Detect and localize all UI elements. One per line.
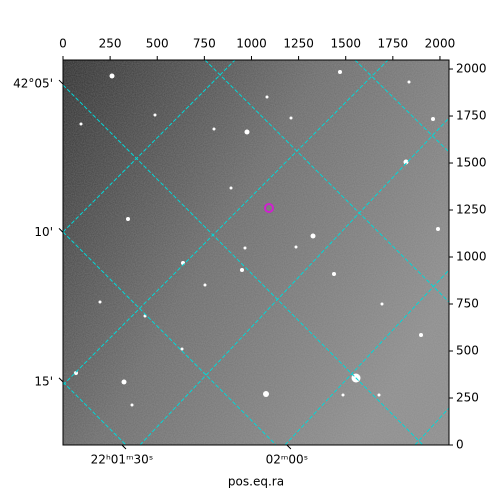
- x-tick-label: 500: [146, 37, 169, 51]
- y-tick-label: 750: [456, 297, 479, 311]
- y-tick-label: 0: [456, 438, 464, 452]
- x-tick-label: 1500: [330, 37, 361, 51]
- frame: [62, 59, 450, 446]
- dec-tick: [58, 79, 64, 85]
- coordinate-grid: [63, 60, 449, 445]
- ra-tick: [286, 444, 292, 450]
- x-tick-label: 1000: [236, 37, 267, 51]
- target-marker: [264, 203, 274, 213]
- sky-image: [63, 60, 449, 445]
- dec-tick-label: 15': [34, 374, 53, 388]
- dec-tick-label: 42°05': [13, 77, 53, 91]
- ra-tick-label: 22ʰ01ᵐ30ˢ: [91, 453, 154, 467]
- x-tick-label: 750: [193, 37, 216, 51]
- x-axis-label: pos.eq.ra: [228, 475, 284, 489]
- y-tick-label: 500: [456, 344, 479, 358]
- y-tick-label: 1750: [456, 109, 487, 123]
- ra-tick-label: 02ᵐ00ˢ: [266, 453, 309, 467]
- y-tick-label: 250: [456, 391, 479, 405]
- dec-tick-label: 10': [34, 225, 53, 239]
- x-tick-label: 1250: [283, 37, 314, 51]
- dec-tick: [58, 228, 64, 233]
- x-tick-label: 250: [99, 37, 122, 51]
- x-tick-label: 2000: [425, 37, 456, 51]
- x-tick-label: 1750: [378, 37, 409, 51]
- y-tick-label: 1500: [456, 156, 487, 170]
- x-tick-label: 0: [59, 37, 67, 51]
- y-tick-label: 1250: [456, 203, 487, 217]
- dec-tick: [58, 377, 64, 383]
- y-tick-label: 1000: [456, 250, 487, 264]
- y-tick-label: 2000: [456, 62, 487, 76]
- ra-tick: [121, 444, 127, 450]
